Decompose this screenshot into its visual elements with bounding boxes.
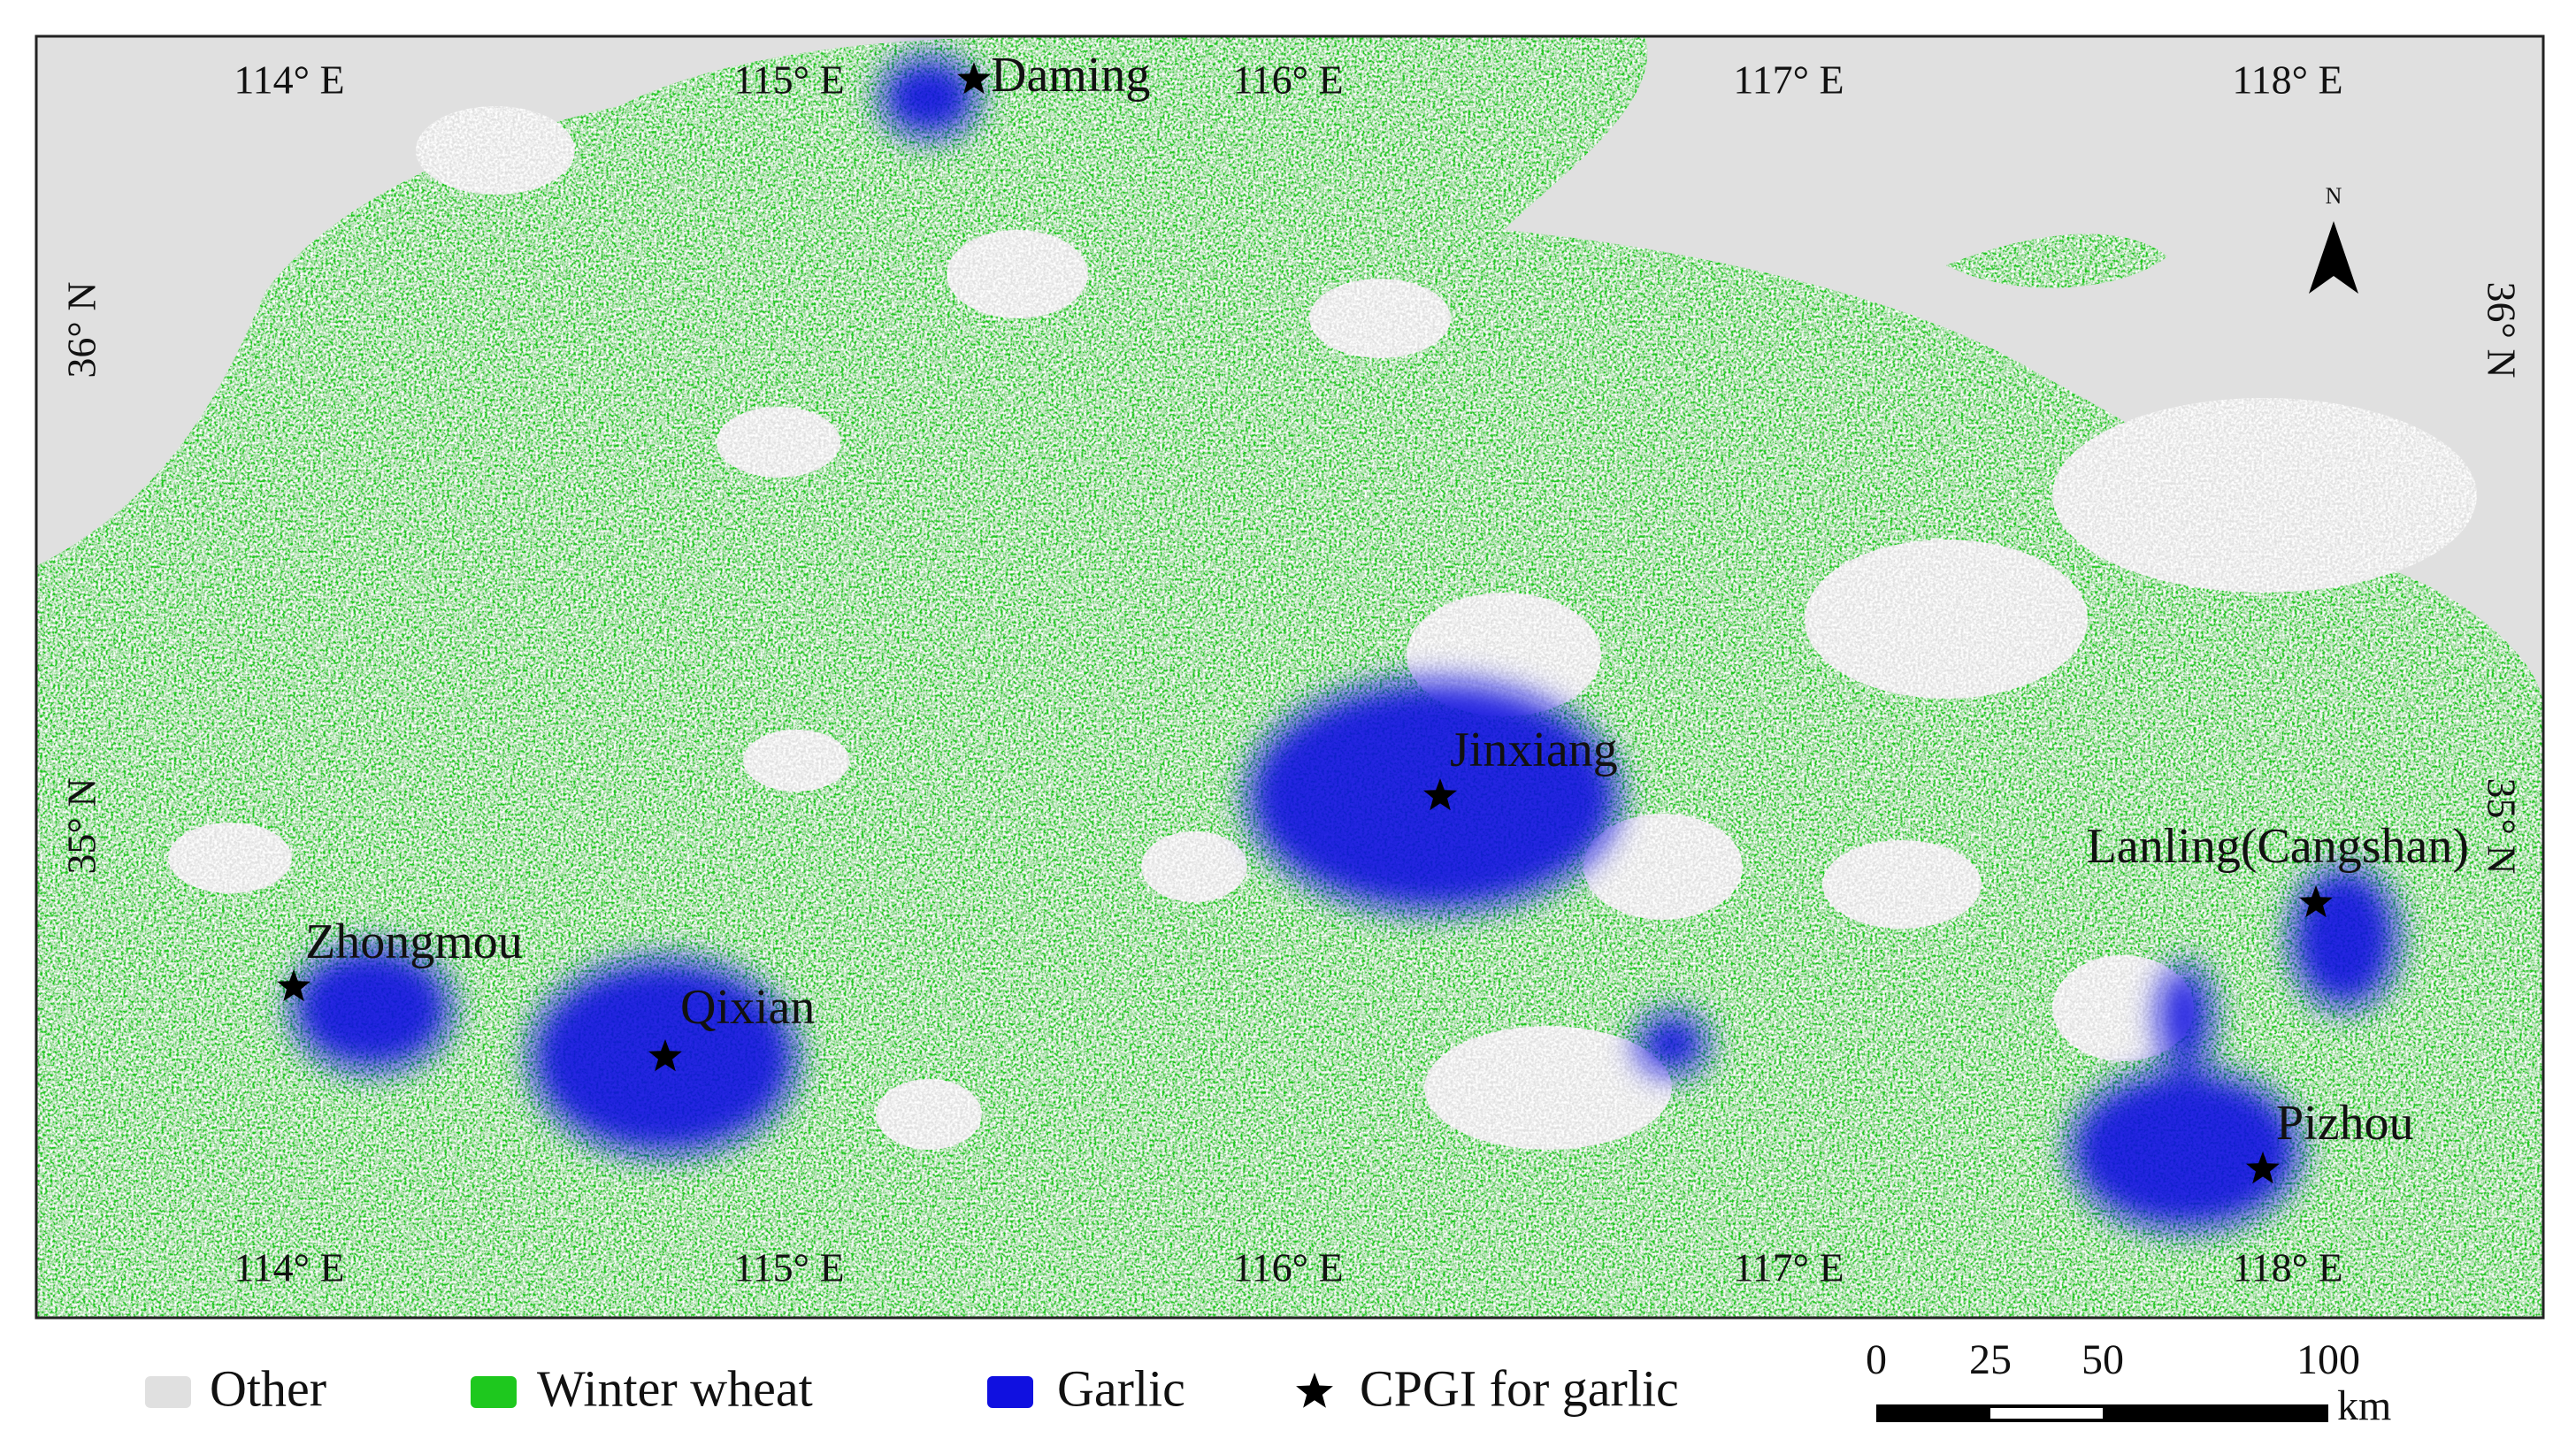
- place-label: Jinxiang: [1450, 723, 1618, 777]
- legend-swatch: [145, 1376, 191, 1408]
- legend-star: [1296, 1373, 1333, 1408]
- scale-label: 50: [2082, 1336, 2124, 1383]
- garlic-area: [2158, 964, 2212, 1070]
- cpgi-star: [277, 969, 310, 1002]
- other-patch: [876, 1079, 982, 1150]
- other-patch: [1309, 279, 1451, 358]
- other-patch: [2052, 398, 2477, 593]
- other-patch: [168, 823, 292, 893]
- legend-label: Other: [210, 1359, 326, 1417]
- north-arrow: [2309, 221, 2358, 294]
- scale-segment: [1990, 1408, 2103, 1419]
- legend-label: Winter wheat: [537, 1359, 813, 1417]
- other-patch: [717, 407, 840, 478]
- place-label: Lanling(Cangshan): [2087, 819, 2469, 874]
- longitude-label-top: 115° E: [733, 57, 844, 103]
- longitude-label-bottom: 116° E: [1232, 1245, 1343, 1290]
- legend-swatch: [471, 1376, 517, 1408]
- cpgi-star: [2246, 1152, 2280, 1184]
- cpgi-star: [1423, 778, 1457, 811]
- longitude-label-top: 117° E: [1733, 57, 1844, 103]
- longitude-label-top: 118° E: [2232, 57, 2342, 103]
- other-patch: [1583, 814, 1743, 920]
- other-patch: [743, 730, 849, 792]
- place-label: Daming: [991, 48, 1150, 103]
- other-patch: [1424, 1026, 1672, 1150]
- scale-label: 25: [1969, 1336, 2012, 1383]
- scale-label: 100: [2296, 1336, 2360, 1383]
- legend-swatch: [987, 1376, 1033, 1408]
- latitude-label-left: 35° N: [59, 777, 104, 874]
- place-label: Zhongmou: [305, 914, 523, 969]
- cpgi-star: [957, 62, 991, 95]
- other-patch: [416, 106, 575, 195]
- place-label: Qixian: [680, 980, 815, 1035]
- longitude-label-top: 116° E: [1232, 57, 1343, 103]
- latitude-label-right: 36° N: [2479, 281, 2524, 378]
- garlic-area: [2070, 1070, 2300, 1229]
- map-frame: [34, 34, 2545, 1320]
- north-label: N: [2326, 183, 2342, 209]
- longitude-label-bottom: 115° E: [733, 1245, 844, 1290]
- other-patch: [1805, 540, 2088, 699]
- scale-label: 0: [1866, 1336, 1887, 1383]
- garlic-area: [2291, 867, 2397, 1008]
- latitude-label-left: 36° N: [59, 281, 104, 378]
- other-patch: [947, 230, 1088, 318]
- garlic-area: [1637, 1013, 1707, 1075]
- map-area: [36, 36, 2543, 1318]
- wheat-region: [1946, 233, 2167, 288]
- longitude-label-bottom: 114° E: [234, 1245, 344, 1290]
- longitude-label-bottom: 118° E: [2232, 1245, 2342, 1290]
- longitude-label-bottom: 117° E: [1733, 1245, 1844, 1290]
- cpgi-star: [2299, 885, 2333, 918]
- cpgi-star: [648, 1039, 682, 1072]
- legend-label: Garlic: [1057, 1359, 1185, 1417]
- garlic-area: [292, 946, 451, 1070]
- latitude-label-right: 35° N: [2479, 777, 2524, 874]
- place-label: Pizhou: [2276, 1096, 2414, 1151]
- scale-unit: km: [2337, 1382, 2391, 1429]
- longitude-label-top: 114° E: [234, 57, 344, 103]
- other-patch: [1141, 831, 1247, 902]
- legend-label: CPGI for garlic: [1360, 1359, 1679, 1417]
- other-patch: [2052, 955, 2194, 1061]
- garlic-area: [880, 57, 978, 137]
- other-patch: [1822, 840, 1982, 929]
